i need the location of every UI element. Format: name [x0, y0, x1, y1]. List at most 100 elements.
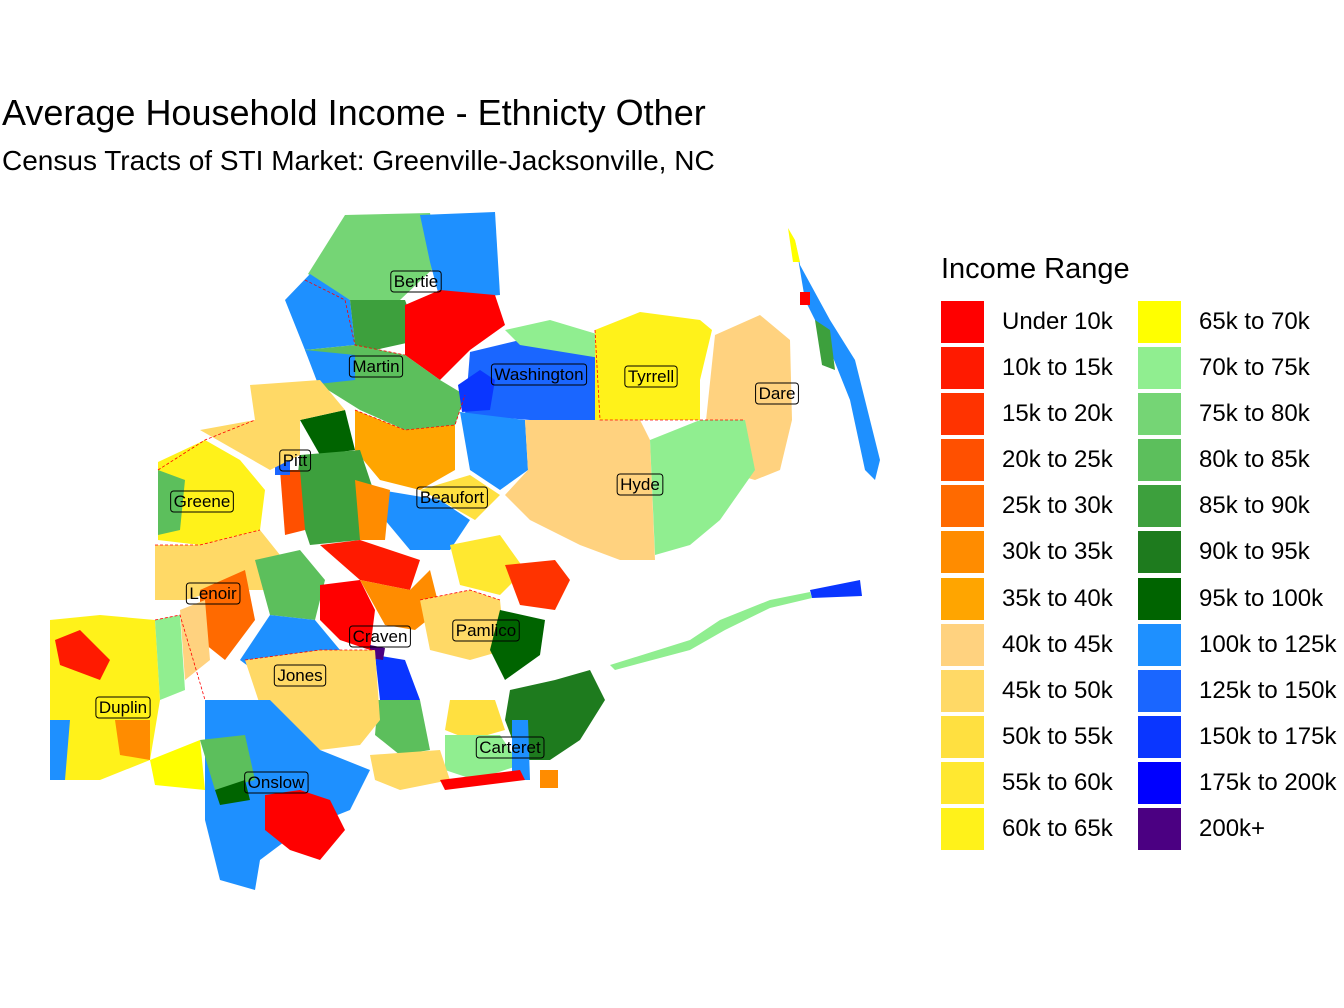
tract: [200, 420, 300, 470]
tract: [512, 720, 530, 780]
tract: [380, 490, 470, 550]
legend-label: 50k to 55k: [1002, 722, 1113, 750]
legend-swatch: [1138, 485, 1181, 528]
county-label-text: Beaufort: [420, 488, 485, 507]
tract: [370, 750, 450, 790]
county-label-bertie: Bertie: [390, 270, 442, 293]
tract: [450, 535, 525, 595]
county-label-text: Jones: [277, 666, 322, 685]
tract: [150, 740, 205, 790]
tract: [115, 720, 150, 760]
tract: [265, 790, 345, 860]
tract: [505, 320, 600, 358]
tract: [815, 320, 835, 370]
legend-swatch: [1138, 577, 1181, 620]
county-label-text: Duplin: [99, 698, 147, 717]
legend-label: 10k to 15k: [1002, 354, 1113, 382]
legend-label: 55k to 60k: [1002, 768, 1113, 796]
county-label-text: Carteret: [479, 738, 541, 757]
tract: [320, 540, 420, 590]
tract: [200, 570, 255, 660]
county-label-box: [348, 355, 404, 378]
county-label-text: Craven: [353, 627, 408, 646]
legend-swatch: [941, 669, 984, 712]
county-label-text: Hyde: [620, 475, 660, 494]
county-label-beaufort: Beaufort: [416, 486, 488, 509]
county-label-text: Martin: [352, 357, 399, 376]
legend-swatch: [1138, 761, 1181, 804]
county-label-box: [452, 619, 520, 642]
tract: [445, 700, 505, 740]
county-label-duplin: Duplin: [95, 696, 151, 719]
tract: [375, 700, 430, 755]
legend-label: 70k to 75k: [1199, 354, 1310, 382]
legend-swatch: [941, 393, 984, 436]
county-label-text: Tyrrell: [628, 367, 674, 386]
legend-label: 200k+: [1199, 815, 1266, 843]
legend-title: Income Range: [941, 253, 1130, 285]
legend-label: 75k to 80k: [1199, 400, 1310, 428]
tract: [280, 470, 305, 535]
county-label-box: [390, 270, 442, 293]
legend-label: 175k to 200k: [1199, 768, 1337, 796]
county-label-text: Bertie: [394, 272, 438, 291]
legend-swatch: [1138, 531, 1181, 574]
tract: [355, 410, 455, 490]
county-label-box: [170, 490, 234, 513]
legend-swatch: [941, 347, 984, 390]
tract: [465, 340, 600, 420]
county-label-box: [490, 363, 588, 386]
tract: [155, 530, 280, 600]
legend-swatch: [941, 531, 984, 574]
tract: [420, 590, 505, 660]
tract: [50, 720, 70, 780]
map-subtitle: Census Tracts of STI Market: Greenville-…: [2, 145, 715, 176]
county-label-box: [273, 664, 327, 687]
legend-label: 150k to 175k: [1199, 722, 1337, 750]
tract: [250, 380, 345, 420]
county-label-box: [95, 696, 151, 719]
legend-label: 80k to 85k: [1199, 446, 1310, 474]
tract: [810, 580, 862, 598]
tract: [405, 290, 505, 380]
tract: [158, 470, 185, 535]
tract: [320, 580, 375, 650]
tract: [490, 610, 545, 680]
legend-label: 90k to 95k: [1199, 538, 1310, 566]
tract: [505, 560, 570, 610]
legend-label: 20k to 25k: [1002, 446, 1113, 474]
tract: [420, 475, 500, 520]
legend-swatch: [941, 301, 984, 343]
tract: [155, 615, 185, 700]
legend-label: 100k to 125k: [1199, 630, 1337, 658]
legend-label: 65k to 70k: [1199, 308, 1310, 335]
legend-label: 25k to 30k: [1002, 492, 1113, 520]
county-label-hyde: Hyde: [616, 473, 664, 496]
legend-label: 95k to 100k: [1199, 584, 1324, 612]
tract: [215, 780, 250, 805]
legend-swatch: [1138, 669, 1181, 712]
legend-swatch: [1138, 808, 1181, 851]
county-label-box: [616, 473, 664, 496]
tract: [55, 630, 110, 680]
tract: [200, 735, 255, 790]
legend-swatch: [1138, 439, 1181, 482]
county-label-box: [416, 486, 488, 509]
county-label-box: [244, 771, 309, 794]
county-label-lenoir: Lenoir: [185, 582, 241, 605]
tract: [285, 274, 355, 350]
county-label-text: Greene: [174, 492, 231, 511]
tract: [305, 350, 355, 384]
tract: [295, 450, 375, 545]
county-label-dare: Dare: [755, 382, 799, 405]
tract: [788, 228, 800, 262]
tract: [180, 600, 210, 680]
county-label-martin: Martin: [348, 355, 404, 378]
legend-swatch: [941, 715, 984, 758]
tract: [458, 370, 495, 412]
tract: [420, 212, 500, 300]
legend-label: 85k to 90k: [1199, 492, 1310, 520]
county-label-tyrrell: Tyrrell: [624, 365, 678, 388]
county-label-box: [185, 582, 241, 605]
county-label-carteret: Carteret: [475, 736, 545, 759]
